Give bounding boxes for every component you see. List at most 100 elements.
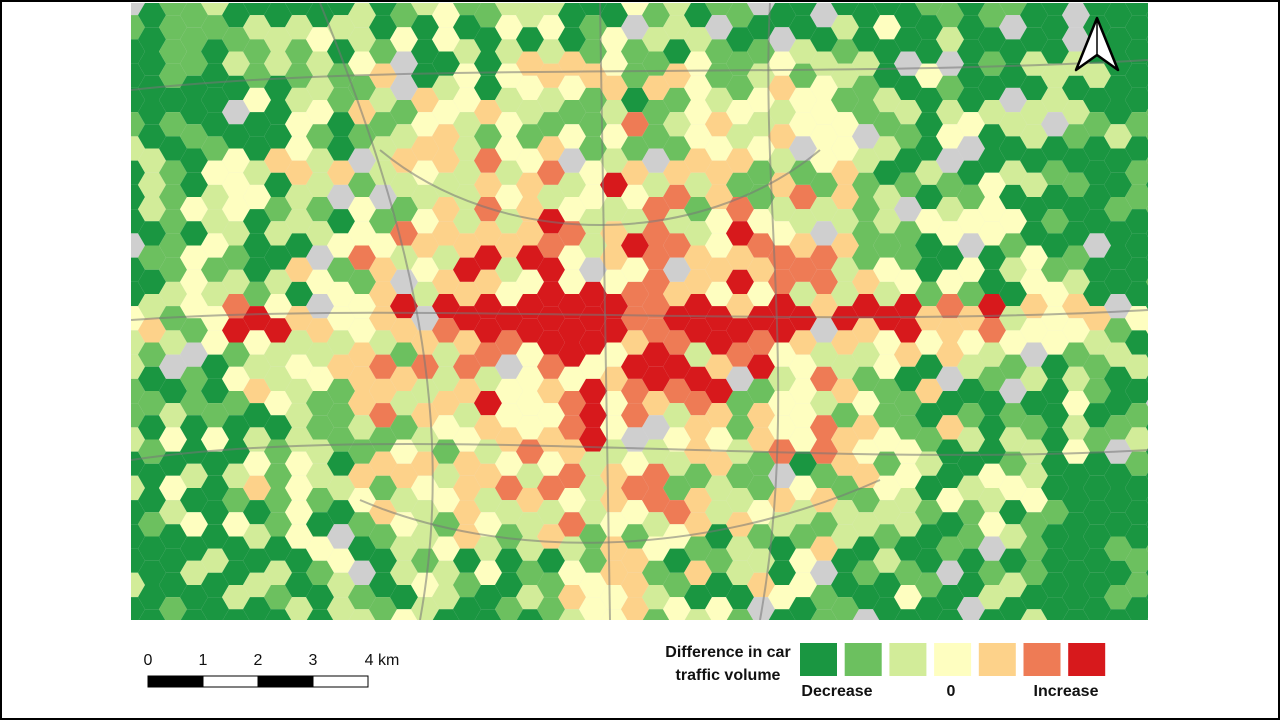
hex-cell bbox=[264, 488, 292, 513]
hex-cell bbox=[915, 136, 943, 161]
hex-cell bbox=[768, 124, 796, 149]
hex-cell bbox=[222, 318, 250, 343]
hex-cell bbox=[852, 221, 880, 246]
hex-cell bbox=[558, 560, 586, 585]
hex-cell bbox=[264, 294, 292, 319]
hex-cell bbox=[579, 160, 607, 185]
hex-cell bbox=[642, 197, 670, 222]
hex-cell bbox=[1020, 27, 1048, 52]
hex-cell bbox=[516, 27, 544, 52]
hex-cell bbox=[138, 197, 166, 222]
hex-cell bbox=[558, 366, 586, 391]
hex-cell bbox=[201, 87, 229, 113]
hex-cell bbox=[810, 488, 838, 513]
hex-cell bbox=[1146, 254, 1148, 262]
hex-cell bbox=[852, 148, 880, 173]
hex-cell bbox=[348, 415, 376, 440]
hex-cell bbox=[978, 391, 1006, 416]
hex-cell bbox=[1062, 512, 1090, 537]
hex-cell bbox=[1041, 475, 1069, 501]
hex-cell bbox=[789, 451, 817, 476]
hex-cell bbox=[432, 221, 460, 246]
hex-cell bbox=[159, 354, 187, 379]
hex-cell bbox=[411, 3, 439, 16]
hex-cell bbox=[537, 233, 565, 258]
hex-cell bbox=[768, 221, 796, 246]
hex-cell bbox=[789, 306, 817, 331]
hex-cell bbox=[537, 281, 565, 307]
hex-cell bbox=[894, 512, 922, 537]
hex-cell bbox=[684, 609, 712, 620]
hex-cell bbox=[579, 597, 607, 620]
hex-cell bbox=[915, 112, 943, 137]
hex-cell bbox=[369, 403, 397, 428]
hex-cell bbox=[432, 172, 460, 197]
hex-cell bbox=[957, 112, 985, 137]
hex-cell bbox=[978, 366, 1006, 391]
hex-cell bbox=[915, 524, 943, 549]
hex-cell bbox=[1083, 87, 1111, 113]
hex-cell bbox=[579, 330, 607, 355]
legend-swatch bbox=[1023, 643, 1061, 676]
hex-cell bbox=[327, 524, 355, 549]
hex-cell bbox=[915, 233, 943, 258]
hex-cell bbox=[936, 463, 964, 488]
hex-cell bbox=[558, 294, 586, 319]
hex-cell bbox=[1062, 75, 1090, 100]
hex-cell bbox=[432, 609, 460, 620]
hex-cell bbox=[768, 391, 796, 416]
hex-cell bbox=[621, 87, 649, 113]
hex-cell bbox=[537, 136, 565, 161]
hex-cell bbox=[873, 184, 901, 210]
hex-cell bbox=[1041, 136, 1069, 161]
hex-cell bbox=[642, 51, 670, 76]
hex-cell bbox=[159, 15, 187, 40]
hex-cell bbox=[1083, 3, 1111, 16]
hex-cell bbox=[1125, 281, 1148, 307]
hex-cell bbox=[936, 245, 964, 270]
hex-cell bbox=[138, 27, 166, 52]
hex-cell bbox=[138, 100, 166, 125]
hex-cell bbox=[600, 27, 628, 52]
hex-cell bbox=[894, 463, 922, 488]
hex-cell bbox=[789, 378, 817, 404]
hex-cell bbox=[1104, 3, 1132, 28]
legend-label: Decrease bbox=[801, 683, 872, 700]
hex-cell bbox=[999, 136, 1027, 161]
hex-cell bbox=[978, 269, 1006, 294]
hex-cell bbox=[159, 500, 187, 525]
hex-cell bbox=[516, 609, 544, 620]
hex-cell bbox=[222, 512, 250, 537]
hex-cell bbox=[873, 597, 901, 620]
hex-cell bbox=[138, 536, 166, 561]
hex-cell bbox=[894, 3, 922, 28]
hex-cell bbox=[1146, 375, 1148, 383]
hex-cell bbox=[663, 184, 691, 210]
hex-cell bbox=[201, 39, 229, 64]
hex-cell bbox=[810, 463, 838, 488]
hex-cell bbox=[873, 500, 901, 525]
hex-cell bbox=[810, 3, 838, 28]
hex-cell bbox=[327, 160, 355, 185]
hex-cell bbox=[852, 100, 880, 125]
hex-cell bbox=[852, 391, 880, 416]
hex-cell bbox=[327, 548, 355, 573]
hex-cell bbox=[726, 512, 754, 537]
hex-cell bbox=[957, 39, 985, 64]
hex-cell bbox=[810, 439, 838, 464]
hex-cell bbox=[264, 172, 292, 197]
hex-cell bbox=[285, 112, 313, 137]
hex-cell bbox=[1083, 403, 1111, 428]
hex-cell bbox=[747, 354, 775, 379]
hex-cell bbox=[915, 3, 943, 16]
hex-cell bbox=[432, 366, 460, 391]
hex-cell bbox=[852, 585, 880, 610]
hex-cell bbox=[348, 27, 376, 52]
hex-cell bbox=[201, 548, 229, 573]
hex-cell bbox=[1062, 536, 1090, 561]
hex-cell bbox=[999, 378, 1027, 404]
legend-swatches bbox=[800, 643, 1106, 676]
hex-cell bbox=[1146, 229, 1148, 237]
hex-cell bbox=[306, 463, 334, 488]
hex-cell bbox=[1104, 512, 1132, 537]
